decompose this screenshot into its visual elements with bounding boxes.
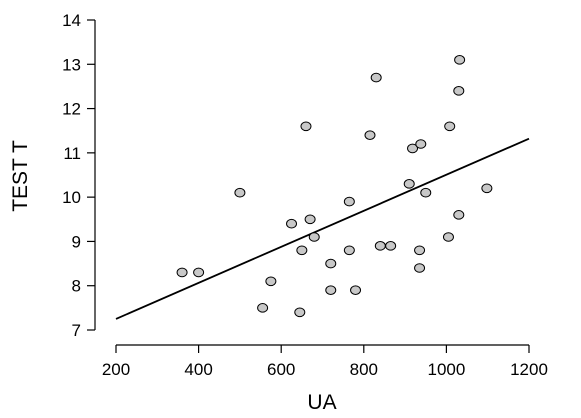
y-tick-label: 10 bbox=[62, 188, 81, 207]
data-point bbox=[407, 143, 419, 154]
x-tick-label: 600 bbox=[267, 360, 295, 379]
y-axis: 7 8 9 10 11 12 13 14 bbox=[62, 11, 96, 340]
data-point bbox=[343, 196, 355, 207]
data-point bbox=[415, 139, 427, 149]
y-tick-label: 7 bbox=[72, 321, 81, 340]
data-point bbox=[294, 307, 306, 318]
data-point bbox=[442, 232, 454, 242]
data-point bbox=[414, 245, 426, 256]
y-tick-label: 12 bbox=[62, 100, 81, 119]
x-tick-label: 1200 bbox=[510, 360, 548, 379]
data-point bbox=[193, 267, 205, 278]
data-point bbox=[370, 72, 382, 83]
data-point bbox=[453, 86, 465, 96]
data-point bbox=[343, 245, 355, 256]
data-point bbox=[364, 130, 376, 140]
y-tick-label: 9 bbox=[72, 232, 81, 251]
data-point bbox=[286, 218, 298, 229]
y-tick-label: 13 bbox=[62, 55, 81, 74]
data-point bbox=[325, 285, 337, 295]
x-tick-label: 800 bbox=[350, 360, 378, 379]
data-point bbox=[325, 258, 337, 269]
data-point bbox=[265, 276, 277, 287]
data-point bbox=[454, 55, 466, 65]
data-point bbox=[257, 303, 269, 313]
data-point bbox=[296, 245, 308, 256]
y-tick-label: 14 bbox=[62, 11, 81, 30]
data-point bbox=[444, 121, 456, 132]
data-point bbox=[374, 241, 386, 251]
x-axis-title: UA bbox=[307, 391, 336, 414]
regression-line bbox=[115, 137, 530, 320]
data-point bbox=[234, 187, 246, 198]
x-tick-label: 1000 bbox=[427, 360, 465, 379]
data-point bbox=[453, 210, 465, 220]
x-tick-label: 400 bbox=[184, 360, 212, 379]
y-tick-label: 11 bbox=[63, 144, 81, 163]
y-tick-label: 8 bbox=[72, 277, 81, 296]
data-point bbox=[414, 263, 426, 273]
x-tick-label: 200 bbox=[102, 360, 130, 379]
data-point bbox=[481, 183, 493, 194]
data-point bbox=[350, 285, 362, 295]
data-point bbox=[420, 187, 432, 198]
data-point bbox=[176, 267, 188, 278]
y-axis-title: TEST T bbox=[9, 140, 32, 212]
data-point bbox=[304, 214, 316, 225]
data-points bbox=[176, 55, 493, 318]
data-point bbox=[385, 241, 397, 251]
regression-line-group bbox=[115, 137, 530, 320]
data-point bbox=[308, 232, 320, 242]
data-point bbox=[403, 179, 415, 189]
data-point bbox=[300, 121, 312, 132]
x-axis: 200 400 600 800 1000 1200 bbox=[102, 344, 548, 379]
